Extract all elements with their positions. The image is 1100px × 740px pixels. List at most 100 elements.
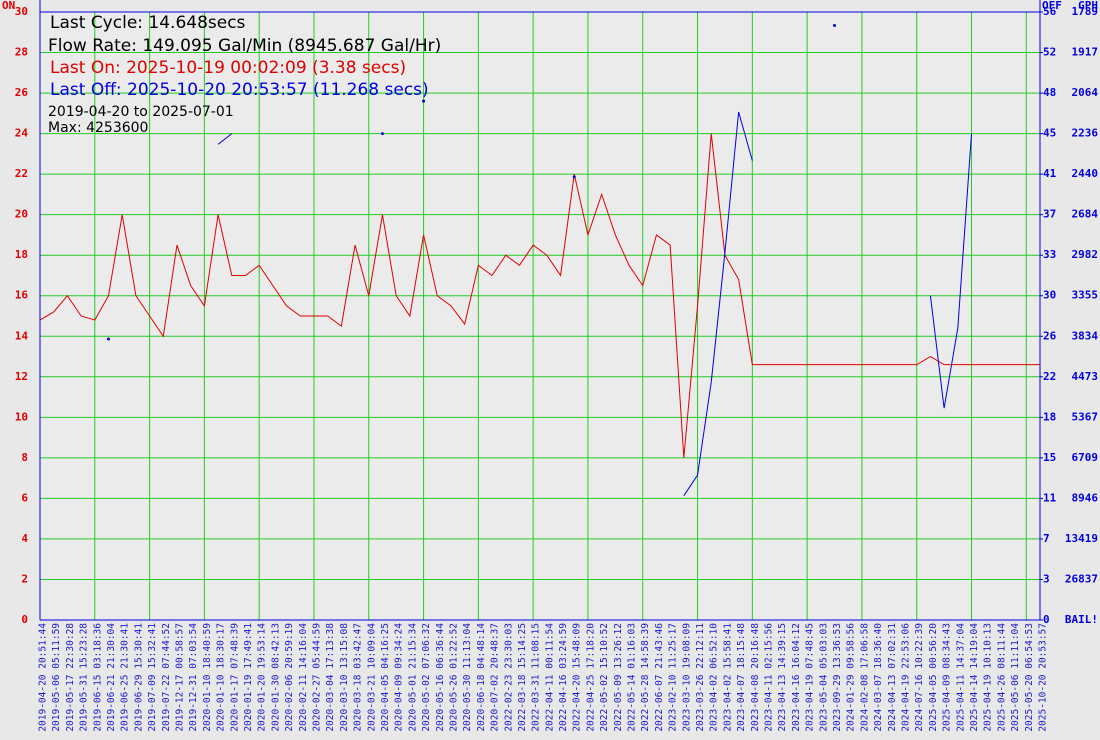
- x-tick-label: 2020-05-01 21:15:34: [407, 623, 418, 732]
- x-tick-label: 2020-01-10 18:30:17: [216, 623, 227, 732]
- x-tick-label: 2023-04-13 14:39:15: [777, 623, 788, 732]
- gph-tick-label: 1917: [1072, 46, 1099, 59]
- y-tick-label: 18: [15, 248, 28, 261]
- y-tick-label: 30: [15, 5, 28, 18]
- gph-axis-label: GPH: [1078, 0, 1098, 12]
- x-tick-label: 2022-05-02 15:10:52: [599, 623, 610, 732]
- x-tick-label: 2020-07-02 20:48:37: [490, 623, 501, 732]
- x-tick-label: 2023-04-02 06:52:10: [709, 623, 720, 732]
- series-line: [929, 133, 973, 409]
- x-tick-label: 2024-04-13 07:02:31: [887, 623, 898, 732]
- gph-tick-label: 3355: [1072, 289, 1099, 302]
- max-value: Max: 4253600: [48, 120, 148, 136]
- last-off: Last Off: 2025-10-20 20:53:57 (11.268 se…: [50, 80, 429, 100]
- y-tick-label: 4: [21, 532, 28, 545]
- gph-tick-label: 5367: [1072, 410, 1099, 423]
- x-tick-label: 2025-04-19 10:10:13: [983, 623, 994, 732]
- x-tick-label: 2023-03-10 19:08:09: [681, 623, 692, 732]
- y-tick-label: 14: [15, 329, 29, 342]
- x-tick-label: 2020-01-10 18:40:59: [202, 623, 213, 732]
- x-tick-label: 2020-02-27 05:44:59: [311, 623, 322, 732]
- y2-tick-label: 33: [1043, 248, 1056, 261]
- x-tick-label: 2024-07-16 10:22:39: [914, 623, 925, 732]
- x-tick-label: 2020-03-04 17:13:38: [325, 623, 336, 732]
- x-tick-label: 2022-04-25 17:18:20: [585, 623, 596, 732]
- x-tick-label: 2019-05-31 15:23:28: [79, 623, 90, 732]
- x-tick-label: 2025-04-05 00:56:20: [928, 623, 939, 732]
- x-tick-label: 2020-04-09 09:34:24: [394, 623, 405, 732]
- x-tick-label: 2022-06-07 21:43:46: [654, 623, 665, 732]
- y-tick-label: 16: [15, 289, 29, 302]
- y2-tick-label: 45: [1043, 127, 1056, 140]
- y-tick-label: 20: [15, 208, 28, 221]
- x-tick-label: 2020-01-20 19:53:14: [257, 623, 268, 732]
- x-tick-label: 2023-04-08 20:16:48: [750, 623, 761, 732]
- right-axis-label: OFF: [1042, 0, 1062, 12]
- x-tick-label: 2019-06-15 03:18:36: [92, 623, 103, 732]
- series-point: [106, 337, 110, 341]
- x-tick-label: 2020-05-16 06:36:44: [435, 623, 446, 732]
- y2-tick-label: 52: [1043, 46, 1056, 59]
- x-tick-label: 2019-06-29 15:30:41: [133, 623, 144, 732]
- x-tick-label: 2024-02-08 17:06:58: [859, 623, 870, 732]
- y-tick-label: 8: [21, 451, 28, 464]
- x-tick-label: 2019-07-22 07:44:52: [161, 623, 172, 732]
- gph-tick-label: 8946: [1072, 491, 1099, 504]
- x-tick-label: 2020-03-10 13:15:08: [339, 623, 350, 732]
- series-line: [39, 133, 1040, 458]
- x-tick-label: 2020-02-11 14:16:04: [298, 623, 309, 732]
- x-tick-label: 2019-05-17 22:30:28: [65, 623, 76, 732]
- x-tick-label: 2022-03-31 11:08:15: [531, 623, 542, 732]
- x-tick-label: 2022-05-14 01:16:03: [627, 623, 638, 732]
- y-tick-label: 2: [21, 572, 28, 585]
- x-tick-label: 2023-03-26 22:12:11: [695, 623, 706, 732]
- gph-tick-label: 6709: [1072, 451, 1099, 464]
- y2-tick-label: 41: [1043, 167, 1057, 180]
- y-tick-label: 12: [15, 370, 28, 383]
- y2-tick-label: 0: [1043, 613, 1050, 626]
- x-tick-label: 2019-06-25 21:30:41: [120, 623, 131, 732]
- x-tick-label: 2019-12-17 00:58:57: [174, 623, 185, 732]
- x-tick-label: 2020-01-30 08:42:13: [270, 623, 281, 732]
- gph-tick-label: 26837: [1065, 572, 1098, 585]
- x-tick-label: 2020-02-06 20:59:19: [284, 623, 295, 732]
- y2-tick-label: 11: [1043, 491, 1057, 504]
- x-tick-label: 2020-04-05 04:16:25: [380, 623, 391, 732]
- x-tick-label: 2022-03-18 15:14:25: [517, 623, 528, 732]
- x-tick-label: 2019-12-31 07:03:54: [188, 623, 199, 732]
- x-tick-label: 2019-06-21 21:30:04: [106, 623, 117, 732]
- x-tick-label: 2023-04-19 07:48:45: [805, 623, 816, 732]
- last-on: Last On: 2025-10-19 00:02:09 (3.38 secs): [50, 58, 406, 78]
- y2-tick-label: 56: [1043, 5, 1057, 18]
- y2-tick-label: 15: [1043, 451, 1056, 464]
- x-tick-label: 2024-04-19 22:53:06: [901, 623, 912, 732]
- y-tick-label: 22: [15, 167, 28, 180]
- x-tick-label: 2025-05-20 06:54:53: [1024, 623, 1035, 732]
- x-tick-label: 2022-04-16 03:24:59: [558, 623, 569, 732]
- x-tick-label: 2025-04-09 08:34:43: [942, 623, 953, 732]
- x-tick-label: 2025-10-20 20:53:57: [1038, 623, 1049, 732]
- gph-tick-label: 2236: [1072, 127, 1099, 140]
- gph-tick-label: 3834: [1072, 329, 1099, 342]
- gph-tick-label: 2684: [1072, 208, 1099, 221]
- left-axis-label: ON: [2, 0, 15, 12]
- series-line: [217, 133, 233, 145]
- x-tick-label: 2022-05-09 13:26:12: [613, 623, 624, 732]
- series-point: [833, 24, 837, 28]
- series-point: [422, 99, 426, 103]
- y-tick-label: 0: [21, 613, 28, 626]
- y-tick-label: 6: [21, 491, 28, 504]
- x-tick-label: 2020-05-02 07:06:32: [421, 623, 432, 732]
- gph-tick-label: 2982: [1072, 248, 1099, 261]
- y2-tick-label: 30: [1043, 289, 1056, 302]
- x-tick-label: 2023-05-04 05:03:03: [818, 623, 829, 732]
- x-tick-label: 2022-05-28 14:58:39: [640, 623, 651, 732]
- x-tick-label: 2025-04-11 14:37:04: [955, 623, 966, 732]
- y-tick-label: 24: [15, 127, 29, 140]
- y-tick-label: 26: [15, 86, 29, 99]
- x-tick-label: 2025-04-26 08:11:44: [996, 623, 1007, 732]
- flow-rate: Flow Rate: 149.095 Gal/Min (8945.687 Gal…: [48, 36, 441, 56]
- x-tick-label: 2023-04-07 18:15:48: [736, 623, 747, 732]
- y2-tick-label: 22: [1043, 370, 1056, 383]
